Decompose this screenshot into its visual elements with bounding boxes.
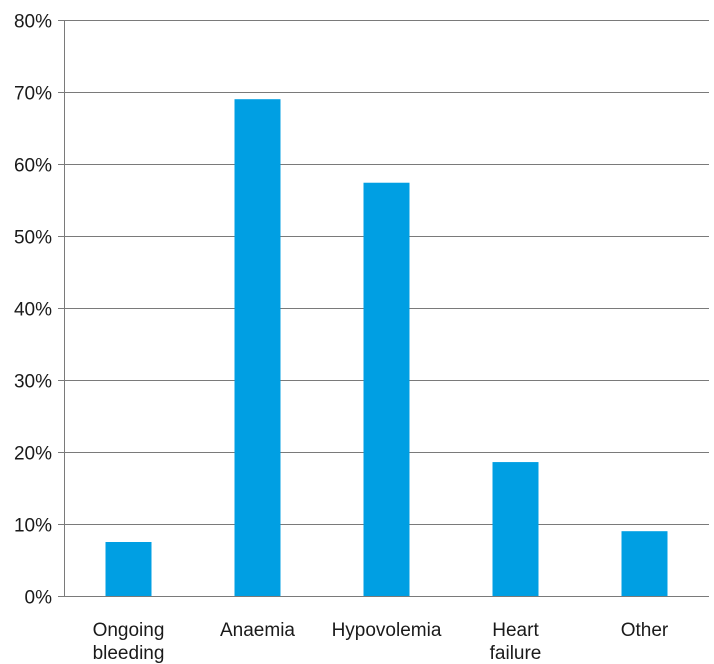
x-tick-label-line: Heart [492,620,539,641]
y-tick-label: 30% [14,372,52,393]
bars [105,99,668,596]
x-tick-label: Other [621,620,669,641]
x-tick-label-line: Anaemia [220,620,295,641]
y-tick-label: 70% [14,84,52,105]
x-tick-label-line: Other [621,620,669,641]
x-tick-label: Hypovolemia [332,620,442,641]
x-tick-label-line: Ongoing [93,620,165,641]
bar [105,542,152,596]
x-tick-label-line: bleeding [93,643,165,664]
x-tick-label: Anaemia [220,620,295,641]
x-tick-label-line: failure [490,643,542,664]
y-tick-label: 20% [14,444,52,465]
y-tick-label: 40% [14,300,52,321]
y-tick-label: 0% [25,588,53,609]
x-tick-label-line: Hypovolemia [332,620,442,641]
bar [363,182,410,596]
axes [58,20,709,597]
y-tick-label: 60% [14,156,52,177]
y-tick-label: 50% [14,228,52,249]
x-tick-label: Heart failure [490,620,542,664]
bar [492,462,539,596]
x-tick-label: Ongoing bleeding [93,620,165,664]
bar [621,531,668,596]
y-tick-labels: 0% 10% 20% 30% 40% 50% 60% 70% 80% [14,12,52,609]
y-tick-label: 10% [14,516,52,537]
y-tick-label: 80% [14,12,52,33]
bar [234,99,281,596]
x-tick-labels: Ongoing bleeding Anaemia Hypovolemia Heart fa… [93,620,669,664]
